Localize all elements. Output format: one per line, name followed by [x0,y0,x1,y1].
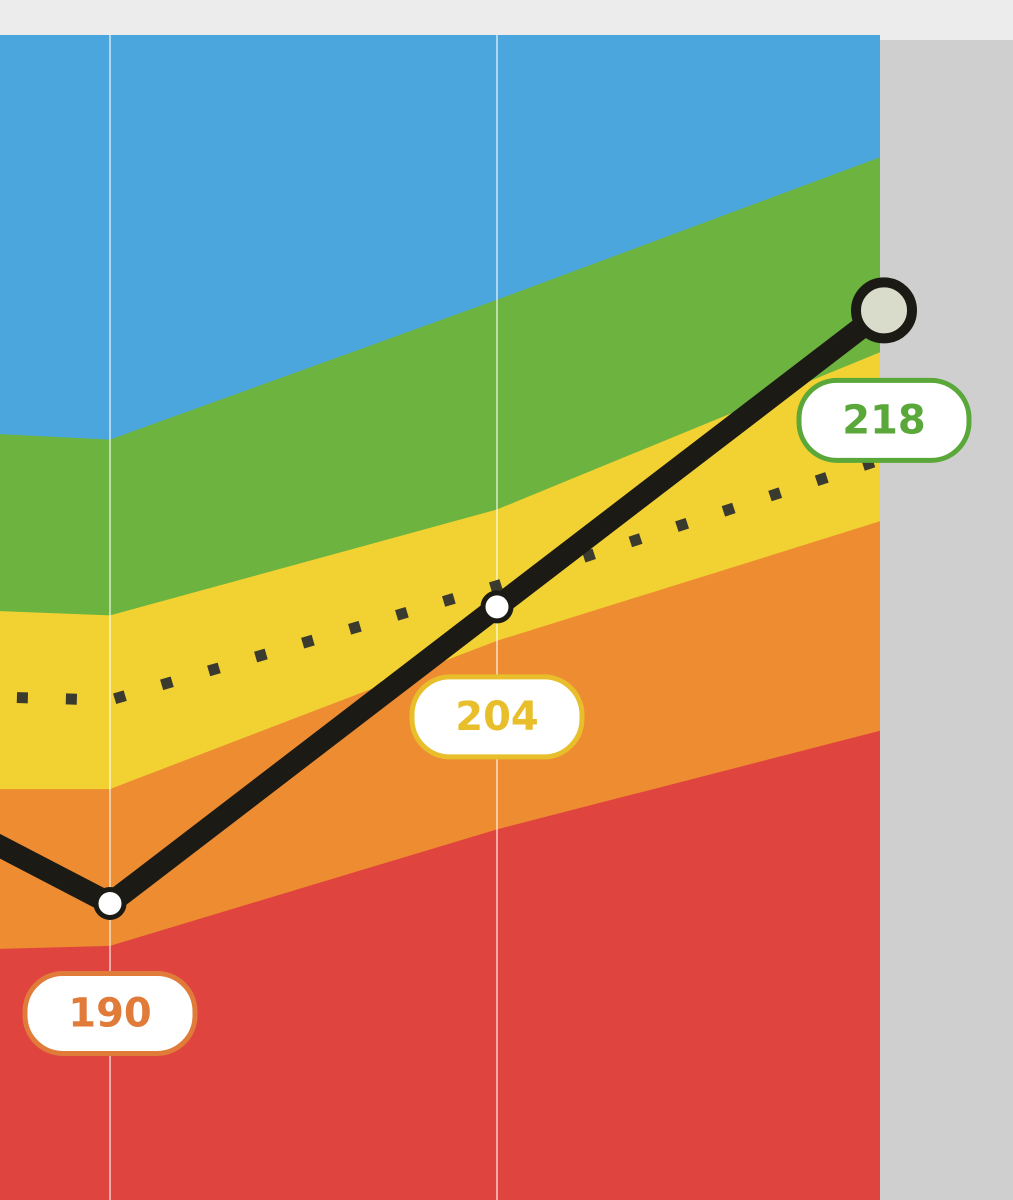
plot-area [0,35,880,1200]
value-label: 218 [842,397,926,443]
point-marker [480,590,514,624]
main-line [0,301,880,915]
value-label-box [409,674,585,760]
value-label-box [22,970,198,1056]
side-panel [880,40,1013,1200]
point-marker [93,886,127,920]
value-label: 204 [455,694,539,740]
band-area [0,730,880,1200]
point-marker [851,277,917,344]
value-label: 190 [68,990,152,1036]
value-label-box [796,377,972,463]
dotted-line [0,454,880,706]
